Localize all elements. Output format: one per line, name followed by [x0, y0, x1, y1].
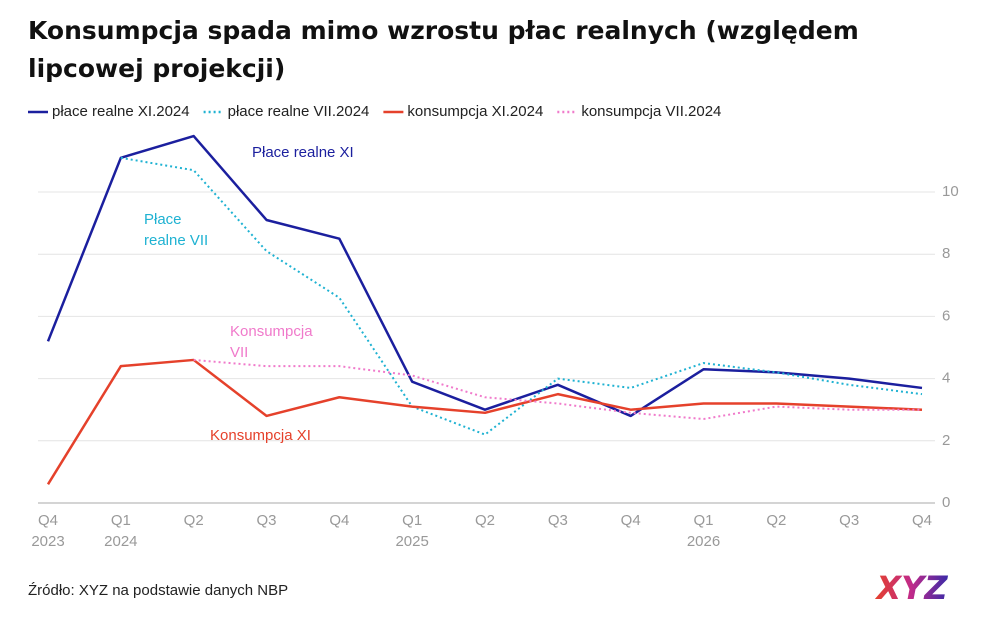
x-tick-label: Q3	[839, 512, 859, 529]
x-tick-label-line: 2025	[395, 533, 428, 550]
x-tick-label-line: Q1	[693, 512, 713, 529]
x-tick-label: Q2	[184, 512, 204, 529]
x-tick-label: Q3	[548, 512, 568, 529]
legend-label: płace realne XI.2024	[52, 103, 190, 120]
x-tick-label-line: Q3	[548, 512, 568, 529]
x-tick-label: Q2	[475, 512, 495, 529]
y-tick-label: 4	[942, 370, 950, 387]
legend-label: konsumpcja VII.2024	[581, 103, 721, 120]
x-tick-label: Q2	[766, 512, 786, 529]
source: Źródło: XYZ na podstawie danych NBP	[28, 582, 288, 599]
y-tick-label: 6	[942, 307, 950, 324]
x-tick-label-line: Q3	[839, 512, 859, 529]
chart-title: lipcowej projekcji)	[28, 54, 285, 83]
x-tick-label-line: Q2	[766, 512, 786, 529]
series-line	[120, 156, 923, 436]
x-tick-label: Q4	[621, 512, 641, 529]
legend-label: konsumpcja XI.2024	[407, 103, 543, 120]
logo: XYZ	[874, 569, 948, 607]
x-tick-label-line: Q3	[256, 512, 276, 529]
series-line	[46, 134, 923, 418]
y-tick-label: 0	[942, 494, 950, 511]
annotation: VII	[230, 344, 248, 361]
x-tick-label-line: Q1	[402, 512, 422, 529]
x-tick-label: Q3	[256, 512, 276, 529]
annotation: Płace realne XI	[252, 144, 354, 161]
x-tick-label-line: 2026	[687, 533, 720, 550]
x-tick-label: Q1 2024	[104, 512, 137, 550]
x-tick-label-line: Q2	[475, 512, 495, 529]
x-tick-label-line: Q4	[329, 512, 349, 529]
y-tick-label: 10	[942, 183, 959, 200]
x-tick-label-line: Q4	[38, 512, 58, 529]
chart-title: Konsumpcja spada mimo wzrostu płac realn…	[28, 16, 859, 45]
x-tick-label: Q4	[912, 512, 932, 529]
annotation: Płace	[144, 211, 182, 228]
x-tick-label: Q4 2023	[31, 512, 64, 550]
x-tick-label-line: Q4	[912, 512, 932, 529]
x-tick-label-line: Q1	[111, 512, 131, 529]
x-tick-label: Q1 2026	[687, 512, 720, 550]
annotation: Konsumpcja XI	[210, 427, 311, 444]
y-tick-label: 2	[942, 432, 950, 449]
x-tick-label-line: 2024	[104, 533, 137, 550]
x-tick-label-line: Q4	[621, 512, 641, 529]
series-line	[193, 358, 922, 421]
y-tick-label: 8	[942, 245, 950, 262]
annotation: Konsumpcja	[230, 323, 313, 340]
x-tick-label: Q1 2025	[395, 512, 428, 550]
x-tick-label-line: 2023	[31, 533, 64, 550]
legend-label: płace realne VII.2024	[228, 103, 370, 120]
annotation: realne VII	[144, 232, 208, 249]
x-tick-label: Q4	[329, 512, 349, 529]
x-tick-label-line: Q2	[184, 512, 204, 529]
